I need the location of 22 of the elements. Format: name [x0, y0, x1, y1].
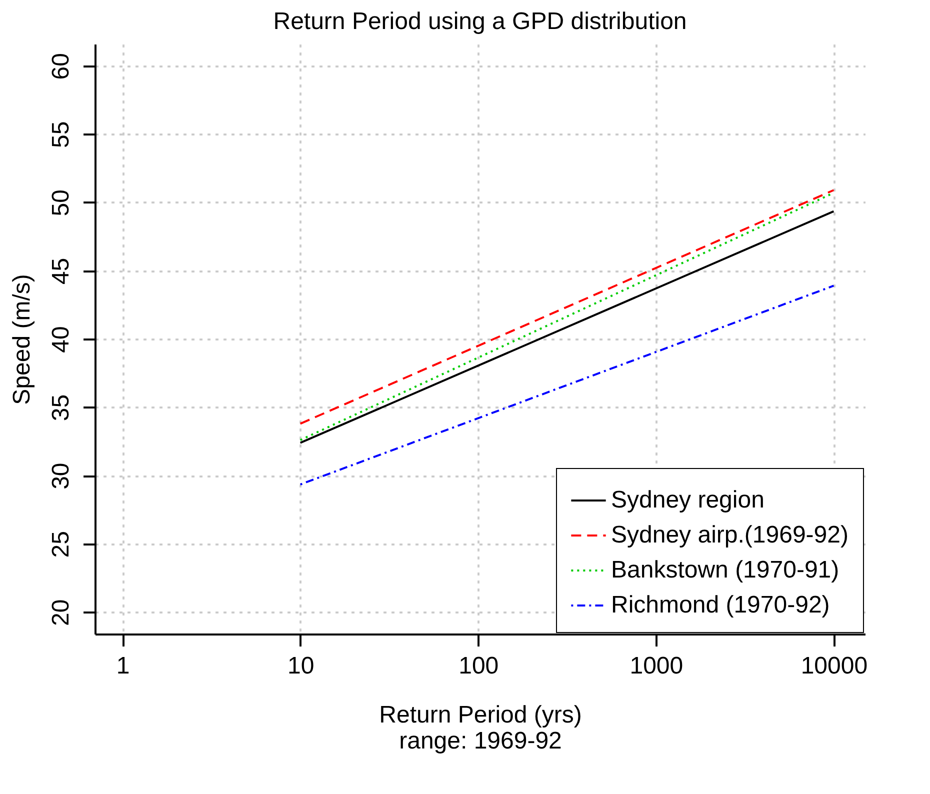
legend-label: Bankstown (1970-91) — [611, 556, 840, 584]
y-tick-label: 20 — [48, 599, 74, 626]
legend-label: Richmond (1970-92) — [611, 592, 830, 618]
y-tick-label: 25 — [48, 531, 74, 558]
legend-label: Sydney airp.(1969-92) — [611, 522, 848, 548]
chart-title: Return Period using a GPD distribution — [273, 8, 687, 35]
y-tick-label: 60 — [48, 53, 74, 80]
x-tick-label: 10000 — [800, 652, 868, 680]
x-tick-label: 1000 — [630, 652, 684, 680]
legend-label: Sydney region — [611, 486, 764, 514]
x-tick-label: 1 — [116, 652, 130, 680]
y-tick-label: 35 — [48, 394, 74, 422]
y-tick-label: 40 — [48, 326, 74, 353]
y-tick-label: 30 — [48, 462, 74, 490]
y-tick-label: 55 — [48, 121, 74, 148]
y-axis-title: Speed (m/s) — [8, 274, 36, 405]
x-tick-label: 100 — [458, 652, 499, 680]
y-tick-label: 50 — [48, 190, 74, 216]
text: range: 1969-92 — [399, 728, 562, 754]
y-tick-label: 45 — [48, 258, 74, 285]
x-tick-label: 10 — [287, 652, 314, 680]
x-axis-title: Return Period (yrs) — [379, 702, 582, 728]
